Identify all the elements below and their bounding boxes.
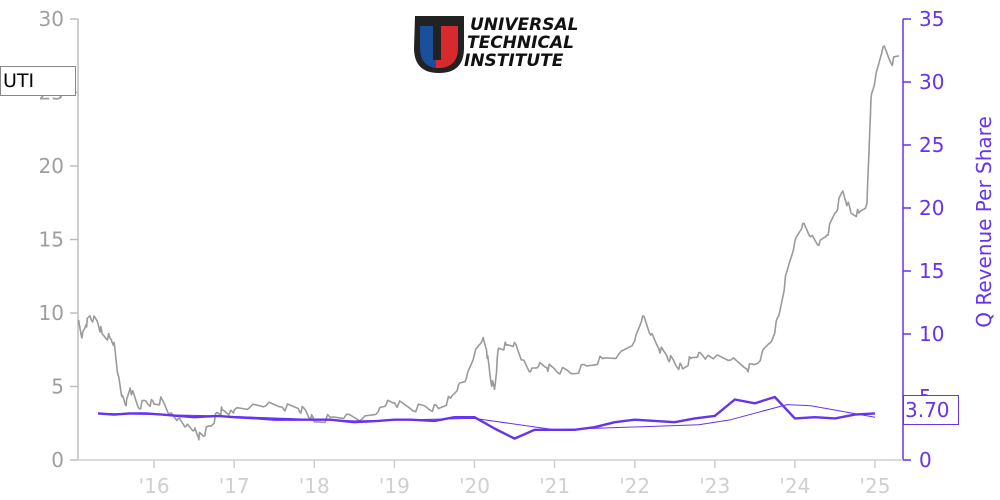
logo-line-3: INSTITUTE	[464, 51, 564, 71]
company-logo: UNIVERSAL TECHNICAL INSTITUTE	[414, 15, 578, 73]
left-tick-label: 10	[39, 301, 64, 325]
x-tick-label: '16	[139, 474, 170, 498]
x-axis-ticks: '16 '17 '18 '19 '20 '21 '22 '23 '24 '25	[139, 460, 890, 498]
logo-t-stem	[433, 24, 441, 60]
logo-t-bar	[419, 18, 459, 26]
x-tick-label: '19	[379, 474, 410, 498]
x-tick-label: '20	[459, 474, 490, 498]
left-tick-label: 5	[51, 375, 64, 399]
right-tick-label: 10	[919, 322, 944, 346]
right-tick-label: 25	[919, 133, 944, 157]
logo-line-1: UNIVERSAL	[470, 15, 578, 35]
trend-series-line	[97, 404, 876, 431]
right-axis-label: Q Revenue Per Share	[972, 116, 996, 328]
x-tick-label: '24	[779, 474, 810, 498]
left-tick-label: 15	[39, 228, 64, 252]
logo-line-2: TECHNICAL	[467, 33, 574, 53]
x-tick-label: '21	[539, 474, 570, 498]
x-tick-label: '17	[219, 474, 250, 498]
right-tick-label: 15	[919, 259, 944, 283]
logo-shield-red	[436, 22, 458, 68]
ticker-label: UTI	[3, 70, 35, 92]
x-tick-label: '23	[699, 474, 730, 498]
revenue-series-line	[97, 395, 876, 440]
right-tick-label: 20	[919, 196, 944, 220]
left-tick-label: 30	[39, 7, 64, 31]
x-tick-label: '22	[619, 474, 650, 498]
logo-shield-blue	[420, 22, 436, 68]
x-tick-label: '25	[859, 474, 890, 498]
left-tick-label: 0	[51, 448, 64, 472]
right-tick-label: 35	[919, 7, 944, 31]
price-series-line	[77, 45, 900, 441]
right-tick-label: 30	[919, 70, 944, 94]
x-tick-label: '18	[299, 474, 330, 498]
series-layer	[77, 45, 900, 441]
ticker-label-box: UTI	[0, 66, 76, 96]
last-value-label: 3.70	[905, 398, 950, 422]
axes	[77, 19, 904, 461]
right-tick-label: 0	[919, 448, 932, 472]
last-value-box: 3.70	[903, 395, 959, 425]
left-tick-label: 20	[39, 154, 64, 178]
